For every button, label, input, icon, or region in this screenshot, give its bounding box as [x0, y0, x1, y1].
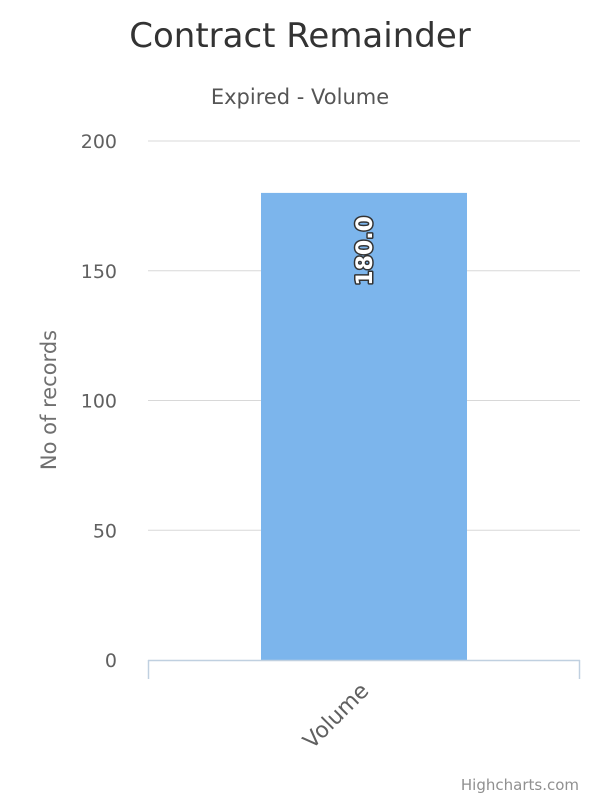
x-axis: Volume	[147, 659, 581, 755]
bars: 180.0	[261, 192, 467, 660]
bar-data-label: 180.0	[353, 216, 378, 286]
y-tick-label: 150	[81, 261, 117, 283]
y-tick-label: 0	[105, 650, 117, 672]
y-tick-label: 100	[81, 391, 117, 413]
credits-link[interactable]: Highcharts.com	[461, 776, 579, 794]
x-tick-label: Volume	[299, 679, 375, 755]
y-tick-label: 200	[81, 131, 117, 153]
chart-subtitle: Expired - Volume	[211, 85, 389, 109]
y-axis-label: No of records	[37, 330, 61, 470]
y-axis-ticks: 0 50 100 150 200	[81, 131, 117, 672]
chart-title: Contract Remainder	[129, 16, 471, 56]
bar[interactable]	[261, 192, 467, 660]
y-tick-label: 50	[93, 520, 117, 542]
